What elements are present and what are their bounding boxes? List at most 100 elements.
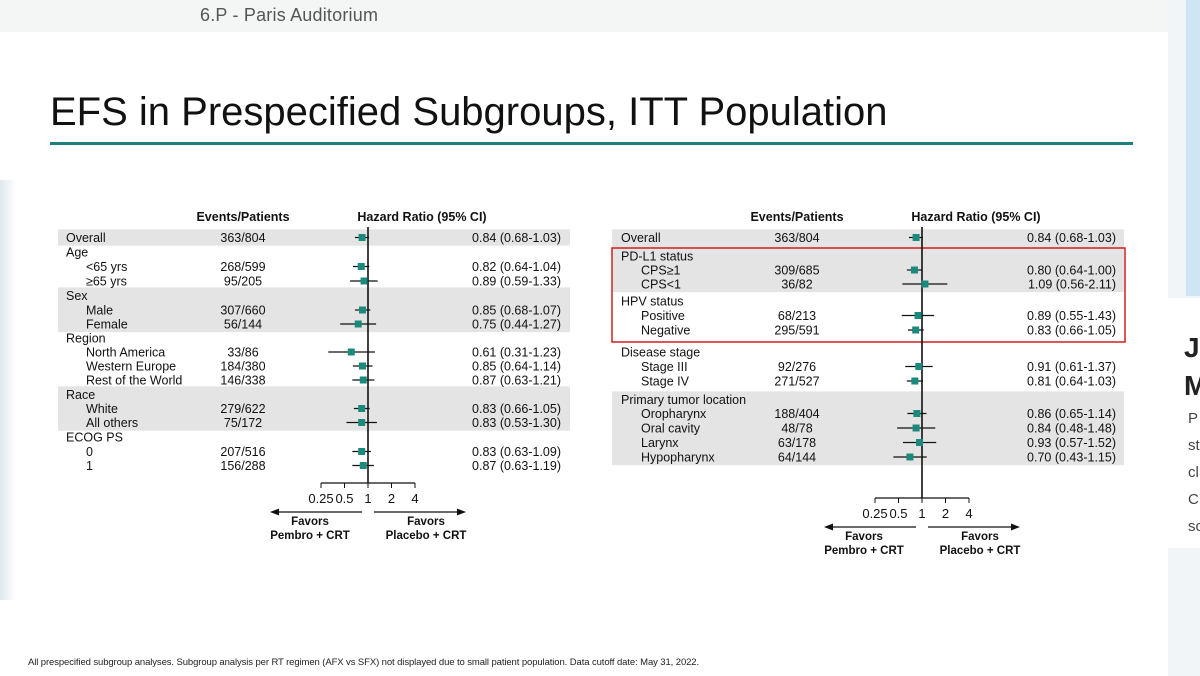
row-hr-ci: 0.84 (0.48-1.48) bbox=[1027, 422, 1116, 436]
row-events: 309/685 bbox=[774, 264, 819, 278]
row-events: 75/172 bbox=[224, 416, 262, 430]
row-hr-ci: 0.87 (0.63-1.21) bbox=[472, 374, 561, 388]
row-events: 271/527 bbox=[774, 375, 819, 389]
row-label: PD-L1 status bbox=[621, 250, 693, 264]
favors-right-arrowhead bbox=[457, 508, 466, 516]
row-hr-ci: 0.84 (0.68-1.03) bbox=[472, 231, 561, 245]
row-events: 92/276 bbox=[778, 360, 816, 374]
row-events: 268/599 bbox=[220, 260, 265, 274]
favors-left-arrowhead bbox=[270, 508, 279, 516]
row-events: 33/86 bbox=[227, 346, 258, 360]
hr-marker bbox=[913, 410, 921, 417]
row-events: 363/804 bbox=[774, 231, 819, 245]
hr-marker bbox=[359, 462, 367, 469]
row-events: 68/213 bbox=[778, 309, 816, 323]
hr-marker bbox=[911, 377, 919, 385]
row-hr-ci: 0.83 (0.53-1.30) bbox=[472, 416, 561, 430]
row-hr-ci: 0.70 (0.43-1.15) bbox=[1027, 451, 1116, 465]
row-hr-ci: 0.91 (0.61-1.37) bbox=[1027, 360, 1116, 374]
side-letter-1: J bbox=[1184, 332, 1200, 363]
header-events-patients: Events/Patients bbox=[196, 210, 289, 224]
header-hazard-ratio: Hazard Ratio (95% CI) bbox=[911, 210, 1040, 224]
row-events: 146/338 bbox=[220, 374, 265, 388]
row-label: Negative bbox=[641, 324, 690, 338]
slide bbox=[0, 32, 1168, 676]
row-label: Male bbox=[86, 304, 113, 318]
row-label: Age bbox=[66, 246, 88, 260]
row-events: 63/178 bbox=[778, 436, 816, 450]
row-label: Race bbox=[66, 388, 95, 402]
favors-right-line1: Favors bbox=[407, 516, 445, 528]
row-events: 207/516 bbox=[220, 445, 265, 459]
favors-left-line2: Pembro + CRT bbox=[824, 545, 904, 557]
hr-marker bbox=[358, 306, 366, 314]
row-hr-ci: 0.89 (0.59-1.33) bbox=[472, 275, 561, 289]
row-band bbox=[58, 287, 570, 333]
row-hr-ci: 0.85 (0.68-1.07) bbox=[472, 304, 561, 318]
row-events: 48/78 bbox=[781, 422, 812, 436]
hr-marker bbox=[358, 362, 366, 370]
row-label: Sex bbox=[66, 289, 88, 303]
favors-right-line2: Placebo + CRT bbox=[386, 530, 467, 542]
side-letter-4: st bbox=[1188, 437, 1200, 454]
row-hr-ci: 0.87 (0.63-1.19) bbox=[472, 459, 561, 473]
row-label: Oral cavity bbox=[641, 422, 701, 436]
row-label: All others bbox=[86, 416, 138, 430]
row-hr-ci: 0.86 (0.65-1.14) bbox=[1027, 407, 1116, 421]
row-events: 64/144 bbox=[778, 451, 816, 465]
hr-marker bbox=[347, 348, 355, 356]
row-band bbox=[58, 386, 570, 431]
row-events: 279/622 bbox=[220, 402, 265, 416]
row-hr-ci: 0.83 (0.63-1.09) bbox=[472, 445, 561, 459]
row-label: White bbox=[86, 402, 118, 416]
row-label: Disease stage bbox=[621, 346, 700, 360]
row-label: CPS<1 bbox=[641, 278, 681, 292]
row-label: HPV status bbox=[621, 295, 684, 309]
row-label: Larynx bbox=[641, 436, 679, 450]
row-label: Overall bbox=[621, 231, 661, 245]
hr-marker bbox=[921, 280, 929, 288]
forest-plot-left: Events/Patients Hazard Ratio (95% CI) Over… bbox=[58, 210, 570, 542]
hr-marker bbox=[912, 326, 920, 334]
side-panel-blue-block bbox=[1186, 0, 1200, 296]
row-label: 0 bbox=[86, 445, 93, 459]
footnote: All prespecified subgroup analyses. Subg… bbox=[28, 657, 700, 668]
hr-marker bbox=[915, 363, 923, 370]
row-events: 156/288 bbox=[220, 459, 265, 473]
side-letter-5: cl bbox=[1188, 464, 1199, 481]
hr-marker bbox=[358, 234, 366, 241]
row-label: ≥65 yrs bbox=[86, 275, 127, 289]
hr-marker bbox=[359, 376, 367, 384]
x-tick-label: 4 bbox=[965, 506, 972, 521]
hr-marker bbox=[916, 439, 924, 446]
hr-marker bbox=[906, 453, 914, 461]
row-label: <65 yrs bbox=[86, 260, 127, 274]
row-hr-ci: 0.85 (0.64-1.14) bbox=[472, 360, 561, 374]
slide-title: EFS in Prespecified Subgroups, ITT Popul… bbox=[50, 90, 888, 134]
header-hazard-ratio: Hazard Ratio (95% CI) bbox=[357, 210, 486, 224]
row-events: 184/380 bbox=[220, 360, 265, 374]
side-panel-text-area bbox=[1168, 298, 1200, 548]
row-hr-ci: 0.82 (0.64-1.04) bbox=[472, 260, 561, 274]
x-tick-label: 0.25 bbox=[308, 491, 333, 506]
row-label: North America bbox=[86, 346, 165, 360]
row-label: Region bbox=[66, 332, 106, 346]
row-hr-ci: 0.61 (0.31-1.23) bbox=[472, 346, 561, 360]
forest-plot-right: Events/Patients Hazard Ratio (95% CI) Over… bbox=[611, 210, 1126, 557]
hr-marker bbox=[358, 419, 366, 426]
row-events: 295/591 bbox=[774, 324, 819, 338]
hr-marker bbox=[910, 266, 918, 274]
left-edge-background bbox=[0, 180, 16, 600]
hr-marker bbox=[358, 448, 366, 455]
row-label: CPS≥1 bbox=[641, 264, 681, 278]
favors-right-line2: Placebo + CRT bbox=[940, 545, 1021, 557]
row-hr-ci: 0.93 (0.57-1.52) bbox=[1027, 436, 1116, 450]
x-tick-label: 1 bbox=[918, 506, 925, 521]
row-hr-ci: 0.83 (0.66-1.05) bbox=[1027, 324, 1116, 338]
hr-marker bbox=[912, 424, 920, 432]
x-tick-label: 2 bbox=[942, 506, 949, 521]
row-events: 363/804 bbox=[220, 231, 265, 245]
row-events: 95/205 bbox=[224, 275, 262, 289]
hr-marker bbox=[354, 320, 362, 328]
row-events: 36/82 bbox=[781, 278, 812, 292]
